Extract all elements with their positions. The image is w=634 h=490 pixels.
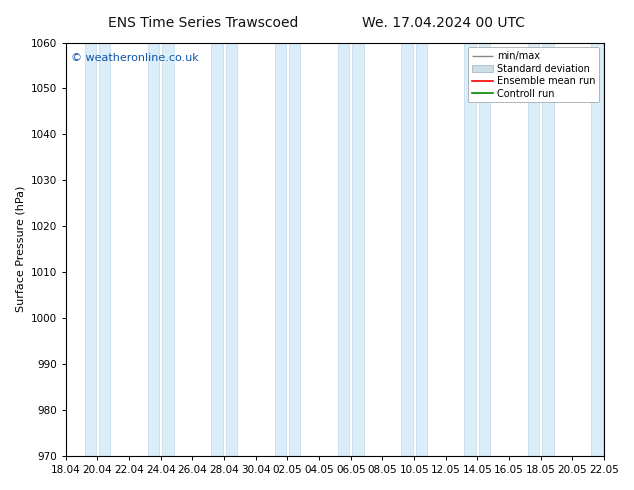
Bar	[226, 43, 237, 456]
Bar	[591, 43, 602, 456]
Text: We. 17.04.2024 00 UTC: We. 17.04.2024 00 UTC	[362, 16, 526, 30]
Bar	[275, 43, 286, 456]
Y-axis label: Surface Pressure (hPa): Surface Pressure (hPa)	[15, 186, 25, 313]
Bar	[211, 43, 223, 456]
Bar	[162, 43, 174, 456]
Bar	[99, 43, 110, 456]
Bar	[605, 43, 617, 456]
Bar	[416, 43, 427, 456]
Text: ENS Time Series Trawscoed: ENS Time Series Trawscoed	[108, 16, 298, 30]
Bar	[148, 43, 159, 456]
Text: © weatheronline.co.uk: © weatheronline.co.uk	[71, 53, 199, 63]
Bar	[401, 43, 413, 456]
Bar	[84, 43, 96, 456]
Bar	[465, 43, 476, 456]
Bar	[353, 43, 364, 456]
Bar	[528, 43, 539, 456]
Bar	[542, 43, 553, 456]
Bar	[289, 43, 301, 456]
Legend: min/max, Standard deviation, Ensemble mean run, Controll run: min/max, Standard deviation, Ensemble me…	[468, 48, 599, 102]
Bar	[338, 43, 349, 456]
Bar	[479, 43, 491, 456]
